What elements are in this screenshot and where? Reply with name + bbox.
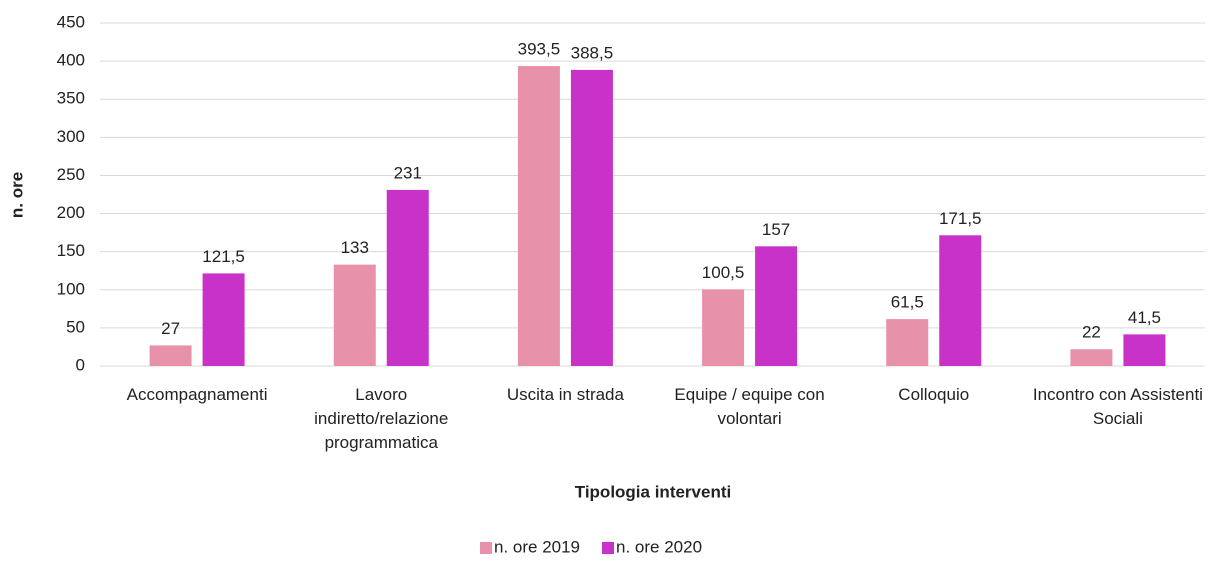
- data-label: 388,5: [571, 43, 614, 62]
- bar: [1123, 334, 1166, 366]
- y-tick-label: 300: [57, 127, 85, 146]
- legend-label: n. ore 2020: [616, 537, 702, 556]
- x-tick-label: Incontro con Assistenti Sociali: [1032, 385, 1203, 428]
- data-label: 157: [762, 220, 790, 239]
- y-tick-label: 200: [57, 203, 85, 222]
- y-tick-label: 100: [57, 279, 85, 298]
- x-tick-label: Lavoro indiretto/relazione programmatica: [314, 385, 449, 452]
- y-axis-title: n. ore: [7, 172, 26, 218]
- x-tick-label: Uscita in strada: [506, 385, 624, 404]
- y-tick-label: 450: [57, 12, 85, 31]
- y-tick-label: 50: [66, 317, 85, 336]
- x-tick-label: Colloquio: [898, 385, 970, 404]
- data-label: 133: [341, 238, 369, 257]
- data-label: 171,5: [939, 209, 982, 228]
- bar: [570, 69, 613, 367]
- y-tick-label: 250: [57, 165, 85, 184]
- x-tick-label: Equipe / equipe con volontari: [674, 385, 825, 428]
- x-axis-title: Tipologia interventi: [575, 482, 731, 501]
- legend-label: n. ore 2019: [494, 537, 580, 556]
- legend-swatch: [480, 542, 492, 554]
- y-tick-label: 350: [57, 89, 85, 108]
- y-tick-label: 0: [76, 355, 85, 374]
- bar: [517, 66, 560, 366]
- x-tick-label: Accompagnamenti: [126, 385, 268, 404]
- data-label: 61,5: [891, 293, 924, 312]
- y-tick-label: 400: [57, 51, 85, 70]
- data-label: 121,5: [202, 247, 245, 266]
- bar: [333, 264, 376, 366]
- data-label: 22: [1082, 323, 1101, 342]
- bar: [702, 289, 745, 366]
- bar: [939, 235, 982, 366]
- data-label: 27: [161, 319, 180, 338]
- bar: [755, 246, 798, 366]
- bar: [886, 319, 929, 366]
- bar: [1070, 349, 1113, 366]
- data-label: 41,5: [1128, 308, 1161, 327]
- data-label: 393,5: [518, 40, 561, 59]
- data-label: 100,5: [702, 263, 745, 282]
- bar: [202, 273, 245, 366]
- bar: [149, 345, 192, 366]
- bar: [386, 189, 429, 366]
- legend-swatch: [602, 542, 615, 554]
- data-label: 231: [394, 163, 422, 182]
- y-tick-label: 150: [57, 241, 85, 260]
